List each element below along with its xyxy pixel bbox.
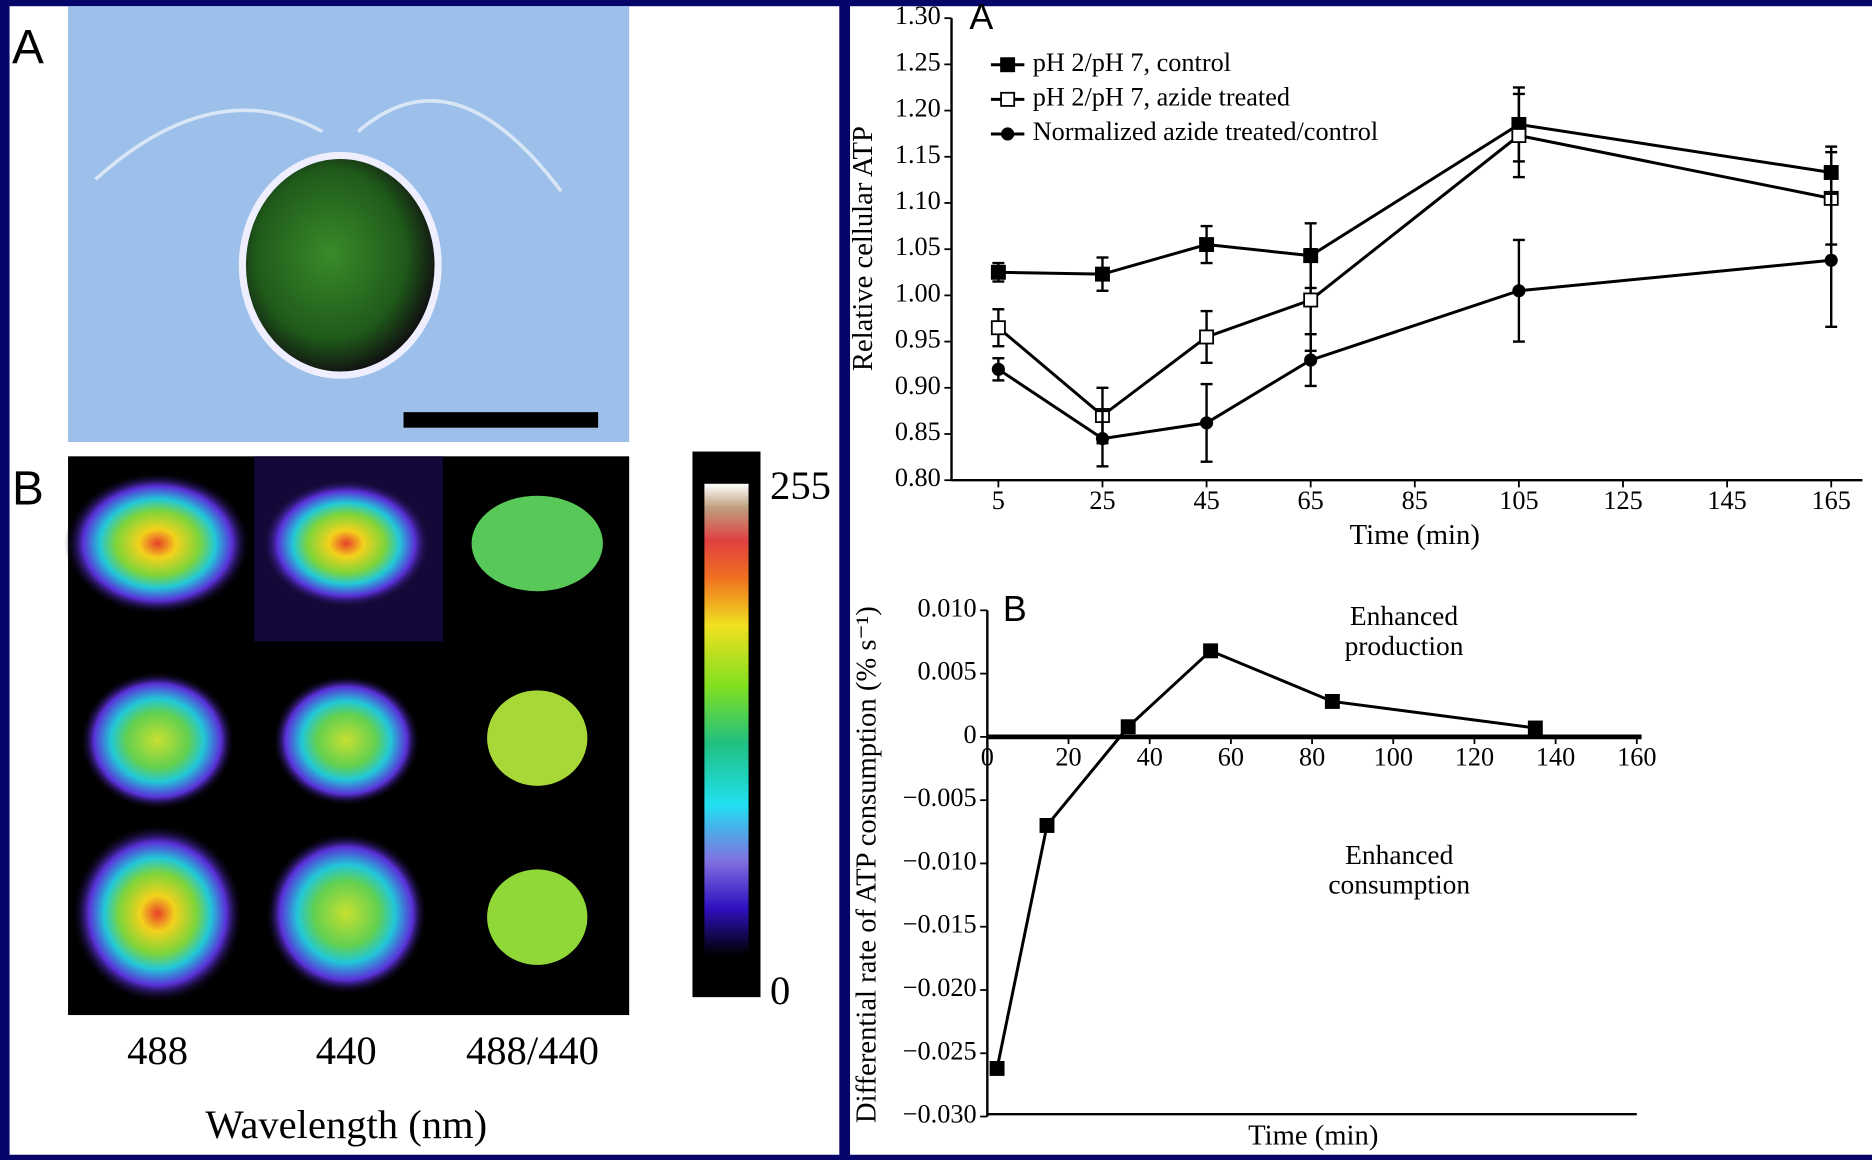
marker	[1527, 720, 1543, 736]
legend-marker	[1000, 57, 1016, 73]
colorbar	[704, 483, 749, 956]
legend-label: Normalized azide treated/control	[1033, 117, 1378, 146]
y-tick-label: 0.010	[918, 593, 977, 622]
marker	[990, 320, 1006, 336]
marker	[990, 264, 1006, 280]
x-tick-label: 65	[1298, 486, 1324, 515]
x-axis-label: Time (min)	[1248, 1120, 1378, 1152]
y-tick-label: 1.30	[895, 1, 941, 30]
x-tick-label: 105	[1499, 486, 1538, 515]
marker	[1512, 284, 1526, 298]
x-tick-label: 145	[1707, 486, 1746, 515]
x-tick-label: 160	[1617, 743, 1656, 772]
marker	[1039, 818, 1055, 833]
marker	[991, 362, 1005, 376]
y-tick-label: 0.95	[895, 325, 941, 354]
marker	[1324, 693, 1340, 709]
y-tick-label: −0.015	[903, 910, 977, 939]
x-tick-label: 25	[1089, 486, 1115, 515]
marker	[1824, 253, 1838, 267]
annotation: Enhanced	[1350, 601, 1458, 631]
x-tick-label: 5	[992, 486, 1005, 515]
y-tick-label: 1.20	[895, 94, 941, 123]
flagella	[94, 99, 563, 193]
x-tick-label: 120	[1455, 743, 1494, 772]
x-tick-label: 20	[1055, 743, 1081, 772]
x-tick-label: 85	[1402, 486, 1428, 515]
colorbar-label: 255	[770, 463, 831, 508]
y-tick-label: 0.80	[895, 463, 941, 492]
x-tick-label: 80	[1299, 743, 1325, 772]
legend-marker	[1001, 127, 1015, 141]
series-line	[997, 133, 1832, 418]
fluorescence-blobs	[64, 471, 603, 1004]
annotation: production	[1345, 631, 1464, 661]
y-tick-label: 1.25	[895, 47, 941, 76]
cell	[238, 151, 442, 379]
y-tick-label: −0.030	[903, 1100, 977, 1129]
marker	[989, 1060, 1005, 1076]
annotation: Enhanced	[1345, 840, 1453, 870]
series-line	[995, 649, 1536, 1069]
right-background	[850, 6, 1872, 1155]
column-label: 440	[316, 1028, 377, 1073]
marker	[1303, 292, 1319, 308]
series-line	[998, 122, 1832, 276]
axis-label: Wavelength (nm)	[205, 1102, 487, 1147]
y-axis-label: Relative cellular ATP	[847, 126, 879, 371]
marker	[1511, 128, 1527, 143]
x-tick-label: 60	[1218, 743, 1244, 772]
y-tick-label: 1.15	[895, 140, 941, 169]
y-tick-label: −0.010	[903, 846, 977, 875]
annotation: consumption	[1328, 870, 1470, 900]
x-tick-label: 140	[1536, 743, 1575, 772]
marker	[1095, 266, 1110, 282]
panel-label: A	[12, 21, 44, 74]
chart-title: B	[1003, 589, 1027, 629]
y-tick-label: −0.005	[903, 783, 977, 812]
marker	[1095, 432, 1110, 446]
y-tick-label: 0.90	[895, 371, 941, 400]
marker	[1200, 416, 1214, 430]
marker	[1120, 719, 1136, 735]
y-tick-label: 1.10	[895, 186, 941, 215]
marker	[1304, 353, 1318, 367]
y-tick-label: −0.020	[903, 973, 977, 1002]
column-label: 488/440	[466, 1028, 599, 1073]
colorbar-label: 0	[770, 968, 790, 1013]
x-tick-label: 0	[981, 743, 994, 772]
x-tick-label: 45	[1193, 486, 1219, 515]
y-tick-label: 1.00	[895, 278, 941, 307]
y-tick-label: 1.05	[895, 232, 941, 261]
series-line	[997, 258, 1832, 441]
y-tick-label: 0	[963, 720, 976, 749]
y-tick-label: 0.005	[918, 657, 977, 686]
y-axis-label: Differential rate of ATP consumption (% …	[851, 606, 883, 1123]
y-tick-label: 0.85	[895, 417, 941, 446]
legend-label: pH 2/pH 7, azide treated	[1033, 82, 1290, 111]
marker	[1199, 237, 1215, 253]
x-tick-label: 125	[1603, 486, 1642, 515]
legend-marker	[1000, 91, 1016, 107]
scale-bar	[403, 412, 599, 428]
x-tick-label: 40	[1137, 743, 1163, 772]
x-axis-label: Time (min)	[1350, 519, 1480, 551]
panel-label: B	[12, 463, 44, 516]
chart-title: A	[969, 0, 993, 37]
x-tick-label: 165	[1812, 486, 1851, 515]
legend-label: pH 2/pH 7, control	[1033, 48, 1231, 77]
column-label: 488	[127, 1028, 188, 1073]
x-tick-label: 100	[1374, 743, 1413, 772]
marker	[1203, 643, 1219, 659]
marker	[1199, 329, 1215, 345]
y-tick-label: −0.025	[903, 1036, 977, 1065]
